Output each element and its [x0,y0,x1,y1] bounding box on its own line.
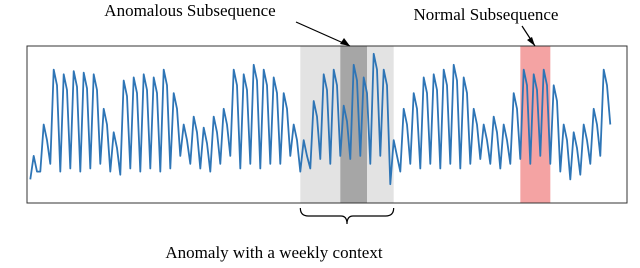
brace [299,207,395,225]
anomalous-label: Anomalous Subsequence [104,1,275,20]
series-line [29,52,612,186]
arrow [295,21,351,47]
arrow-head [340,38,350,46]
plot-frame [26,45,628,204]
arrow-head [527,37,535,46]
highlight-region [520,46,551,203]
normal-label: Normal Subsequence [414,5,559,24]
series-group [29,52,612,186]
context-label: Anomaly with a weekly context [165,243,382,262]
